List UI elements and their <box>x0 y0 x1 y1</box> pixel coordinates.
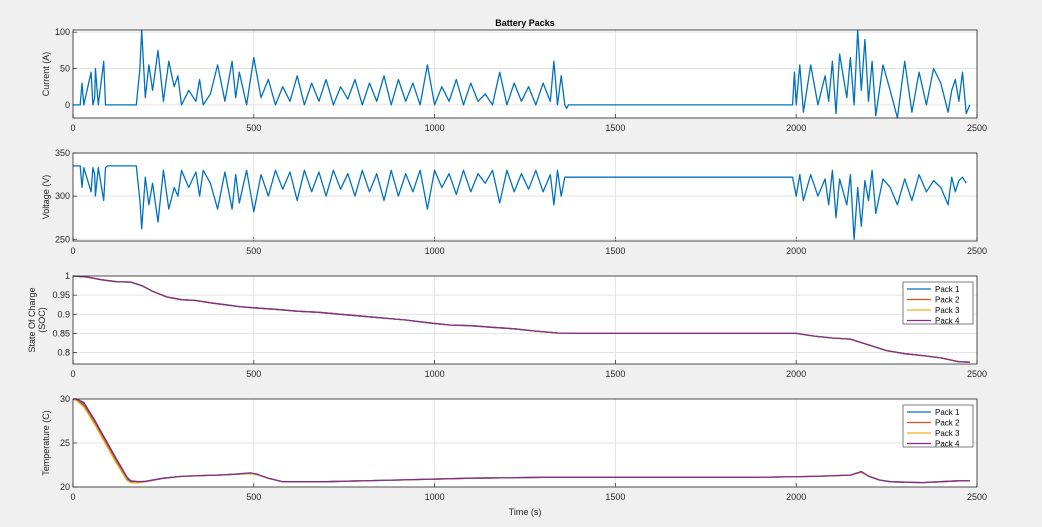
x-tick-label: 0 <box>70 246 75 256</box>
legend-entry: Pack 1 <box>935 408 960 417</box>
subplot-3: 0 500 1000 1500 2000 2500 0.8 0.85 0.9 0.95 1 State… <box>27 271 987 379</box>
x-tick-label: 2500 <box>967 369 987 379</box>
legend-entry: Pack 2 <box>935 419 960 428</box>
y-axis-label: State Of Charge <box>27 287 37 352</box>
plot-area <box>73 276 977 364</box>
y-tick-label: 100 <box>55 27 70 37</box>
x-tick-label: 1000 <box>425 492 445 502</box>
subplot-1: 0 500 1000 1500 2000 2500 0 50 100 Current (A) <box>41 27 987 133</box>
series-line-1 <box>73 29 971 119</box>
axes-box <box>72 29 978 119</box>
y-tick-label: 50 <box>60 64 70 74</box>
plot-area <box>73 153 977 241</box>
y-axis-label: Voltage (V) <box>41 175 51 220</box>
legend-entry: Pack 3 <box>935 306 960 315</box>
y-tick-label: 0.9 <box>57 309 70 319</box>
y-axis-label: Current (A) <box>41 52 51 97</box>
x-tick-label: 2000 <box>786 123 806 133</box>
x-tick-label: 2500 <box>967 123 987 133</box>
x-tick-label: 500 <box>246 369 261 379</box>
x-tick-label: 1000 <box>425 246 445 256</box>
axes-box <box>72 152 978 242</box>
x-tick-label: 1500 <box>605 123 625 133</box>
y-tick-label: 0.8 <box>57 348 70 358</box>
y-tick-label: 350 <box>55 148 70 158</box>
series-line-1 <box>73 165 967 240</box>
x-tick-label: 0 <box>70 123 75 133</box>
x-tick-label: 2500 <box>967 246 987 256</box>
x-tick-label: 2500 <box>967 492 987 502</box>
x-tick-label: 1500 <box>605 246 625 256</box>
legend-entry: Pack 4 <box>935 440 960 449</box>
subplot-4: 0 500 1000 1500 2000 2500 20 25 30 Temperature (C… <box>41 394 987 517</box>
y-tick-label: 30 <box>60 394 70 404</box>
y-tick-label: 0 <box>65 100 70 110</box>
x-tick-label: 1500 <box>605 369 625 379</box>
series-line-pack-4 <box>73 398 970 484</box>
x-tick-label: 1000 <box>425 123 445 133</box>
series-line-pack-4 <box>72 275 970 363</box>
y-tick-label: 0.85 <box>52 328 70 338</box>
y-tick-label: 0.95 <box>52 290 70 300</box>
x-tick-label: 1500 <box>605 492 625 502</box>
y-tick-label: 25 <box>60 438 70 448</box>
y-tick-label: 300 <box>55 191 70 201</box>
legend-entry: Pack 1 <box>935 285 960 294</box>
y-tick-label: 1 <box>65 271 70 281</box>
plot-area <box>73 30 977 118</box>
x-tick-label: 0 <box>70 492 75 502</box>
y-tick-label: 250 <box>55 234 70 244</box>
y-axis-label: Temperature (C) <box>41 410 51 476</box>
x-axis-label: Time (s) <box>509 507 542 517</box>
subplot-2: 0 500 1000 1500 2000 2500 250 300 350 Voltage (V) <box>41 148 987 256</box>
x-tick-label: 500 <box>246 123 261 133</box>
y-axis-label: (SOC) <box>37 307 47 333</box>
axes-box <box>72 275 978 365</box>
legend-entry: Pack 3 <box>935 429 960 438</box>
y-tick-label: 20 <box>60 482 70 492</box>
axes-box <box>72 398 978 488</box>
x-tick-label: 0 <box>70 369 75 379</box>
x-tick-label: 1000 <box>425 369 445 379</box>
legend-entry: Pack 4 <box>935 317 960 326</box>
x-tick-label: 2000 <box>786 492 806 502</box>
x-tick-label: 500 <box>246 492 261 502</box>
figure-title: Battery Packs <box>495 18 555 28</box>
x-tick-label: 2000 <box>786 369 806 379</box>
x-tick-label: 2000 <box>786 246 806 256</box>
x-tick-label: 500 <box>246 246 261 256</box>
legend-entry: Pack 2 <box>935 296 960 305</box>
